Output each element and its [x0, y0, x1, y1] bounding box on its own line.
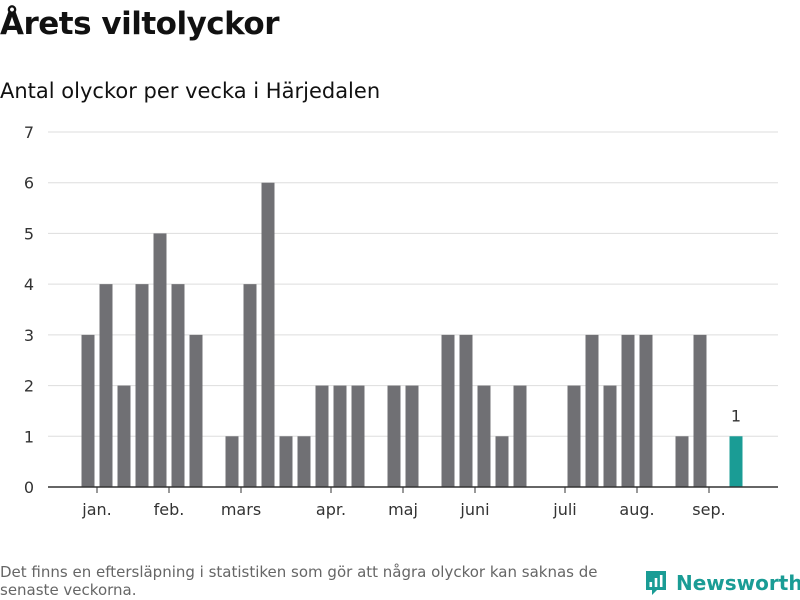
- brand[interactable]: Newsworthy: [644, 569, 800, 597]
- bar: [297, 436, 311, 487]
- bar: [459, 334, 473, 487]
- y-tick-label: 7: [24, 123, 34, 142]
- y-tick-label: 0: [24, 478, 34, 497]
- bar: [405, 385, 419, 487]
- bar-chart: 0 1 2 3 4 5 6 7 jan. feb. mars apr. maj juni juli aug.…: [24, 123, 778, 519]
- bar: [99, 284, 113, 487]
- bar: [261, 182, 275, 487]
- x-tick-label: mars: [221, 500, 261, 519]
- bar: [117, 385, 131, 487]
- highlight-bar: [729, 436, 743, 487]
- y-tick-label: 1: [24, 427, 34, 446]
- bar: [675, 436, 689, 487]
- bar: [333, 385, 347, 487]
- bar: [639, 334, 653, 487]
- x-tick-label: aug.: [619, 500, 654, 519]
- brand-name: Newsworthy: [676, 571, 800, 595]
- bar: [279, 436, 293, 487]
- bar: [171, 284, 185, 487]
- bar: [225, 436, 239, 487]
- bar: [585, 334, 599, 487]
- bar: [441, 334, 455, 487]
- y-tick-label: 6: [24, 174, 34, 193]
- bar: [189, 334, 203, 487]
- bar: [621, 334, 635, 487]
- bar: [513, 385, 527, 487]
- bar: [81, 334, 95, 487]
- y-tick-label: 2: [24, 377, 34, 396]
- newsworthy-logo-icon: [646, 571, 666, 595]
- y-axis-ticks: 0 1 2 3 4 5 6 7: [24, 123, 34, 497]
- x-tick-label: maj: [388, 500, 418, 519]
- footnote: Det finns en eftersläpning i statistiken…: [0, 563, 598, 599]
- y-tick-label: 3: [24, 326, 34, 345]
- bar: [387, 385, 401, 487]
- bar: [495, 436, 509, 487]
- x-axis-ticks: jan. feb. mars apr. maj juni juli aug. sep.: [81, 487, 726, 519]
- bar: [351, 385, 365, 487]
- chart-subtitle: Antal olyckor per vecka i Härjedalen: [0, 79, 381, 103]
- bar: [567, 385, 581, 487]
- bars: [81, 182, 743, 487]
- bar: [603, 385, 617, 487]
- bar: [135, 284, 149, 487]
- y-tick-label: 5: [24, 224, 34, 243]
- x-tick-label: juli: [552, 500, 576, 519]
- gridlines: [48, 131, 778, 437]
- x-tick-label: sep.: [692, 500, 725, 519]
- bar: [477, 385, 491, 487]
- highlight-data-label: 1: [731, 406, 741, 425]
- x-tick-label: apr.: [316, 500, 346, 519]
- bar: [315, 385, 329, 487]
- bar: [693, 334, 707, 487]
- chart-title: Årets viltolyckor: [0, 6, 280, 42]
- x-tick-label: feb.: [154, 500, 185, 519]
- y-tick-label: 4: [24, 275, 34, 294]
- bar: [153, 233, 167, 487]
- bar: [243, 284, 257, 487]
- x-tick-label: juni: [459, 500, 489, 519]
- x-tick-label: jan.: [81, 500, 111, 519]
